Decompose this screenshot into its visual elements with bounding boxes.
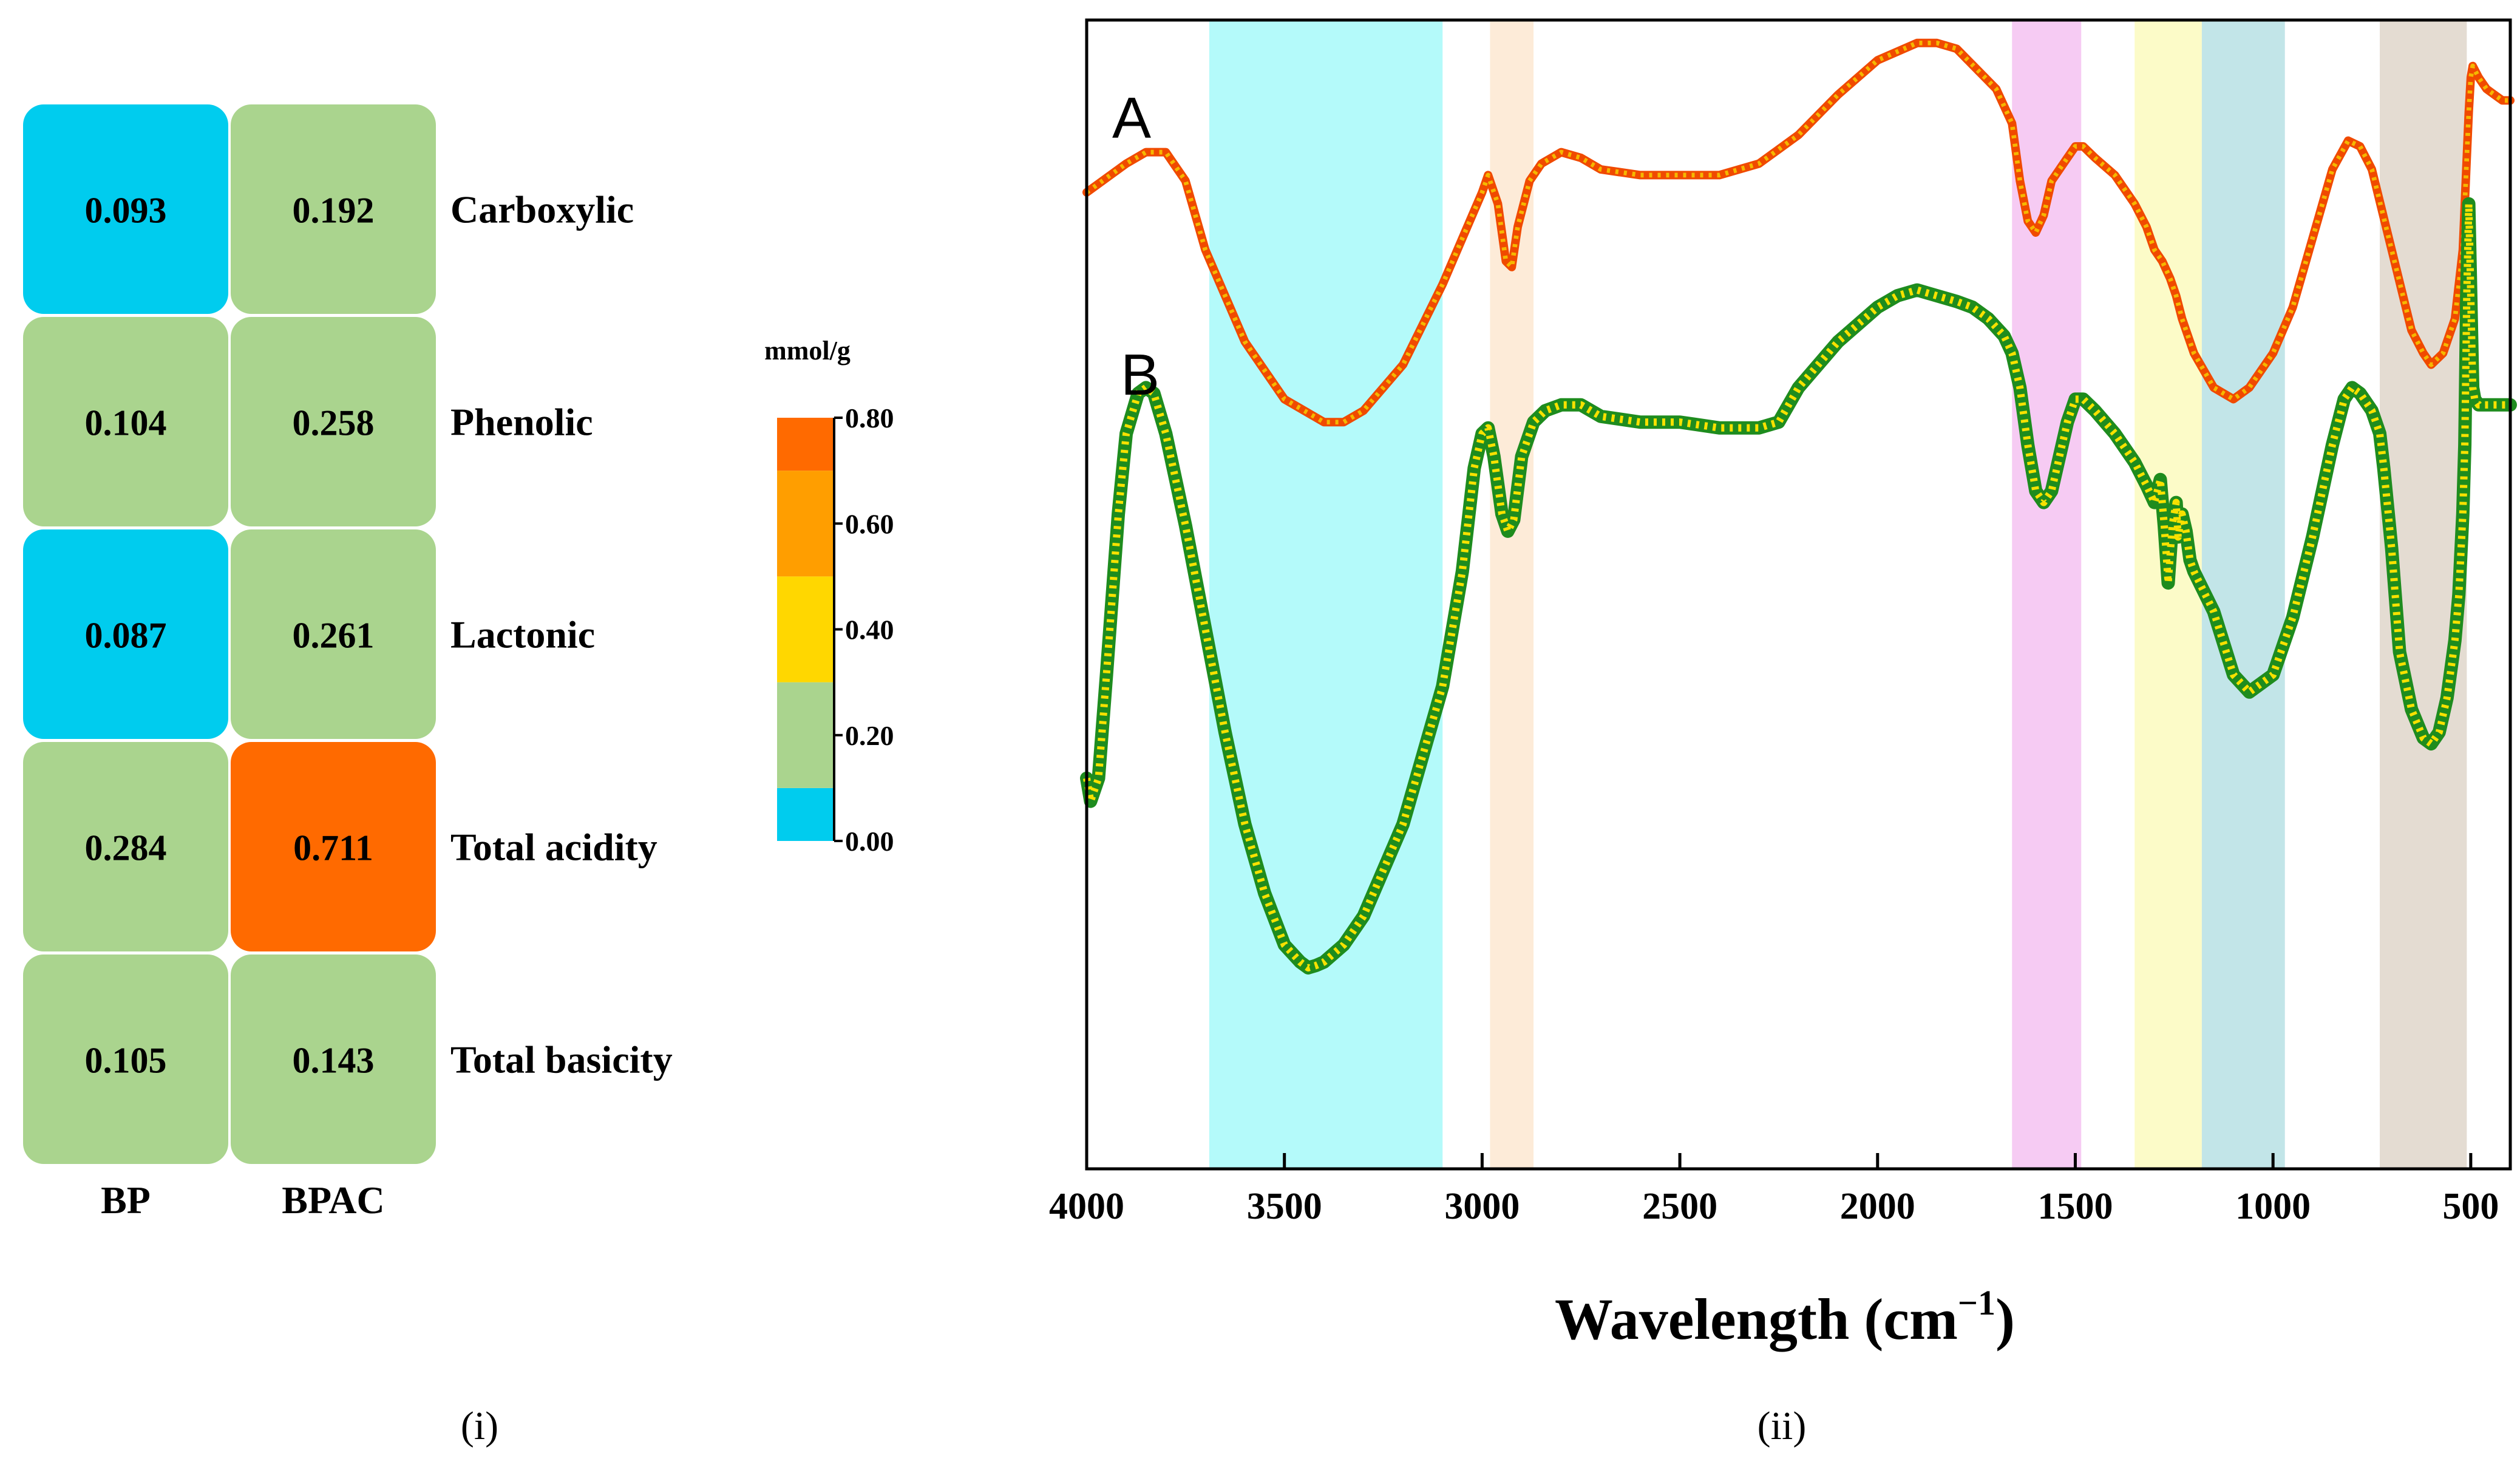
heatmap-cells: 0.093 0.192 0.104 0.258 0.087 0.261 0.284 0.711… [23, 104, 436, 1164]
heatmap-value-label: 0.261 [293, 616, 375, 656]
colorbar-tick-label: 0.60 [845, 508, 894, 539]
colorbar-tick-label: 0.40 [845, 614, 894, 645]
x-tick-label: 1500 [2037, 1186, 2113, 1227]
heatmap-value-label: 0.105 [85, 1041, 167, 1081]
colorbar-tick-label: 0.80 [845, 403, 894, 434]
series-markers-a [1085, 40, 2510, 425]
series-label-a: A [1112, 86, 1151, 151]
heatmap-cell [23, 742, 228, 951]
colorbar-band [777, 576, 834, 682]
heatmap-value-label: 0.093 [85, 191, 167, 231]
heatmap-cell [23, 104, 228, 314]
heatmap-row-label: Carboxylic [450, 188, 634, 231]
colorbar-band [777, 418, 834, 471]
heatmap-panel: 0.093 0.192 0.104 0.258 0.087 0.261 0.284 0.711… [23, 104, 894, 1448]
colorbar-band [777, 682, 834, 788]
heatmap-row-label: Phenolic [450, 401, 593, 444]
heatmap-value-label: 0.087 [85, 616, 167, 656]
x-axis-title-sup: −1 [1958, 1283, 1995, 1322]
heatmap-row-label: Total acidity [450, 826, 657, 869]
shaded-regions [1209, 20, 2467, 1169]
heatmap-column-label: BPAC [282, 1179, 384, 1222]
heatmap-value-label: 0.284 [85, 828, 167, 868]
series-markers-b [1083, 200, 2510, 971]
heatmap-cell [23, 529, 228, 739]
x-tick-label: 2500 [1642, 1186, 1717, 1227]
colorbar: 0.00 0.20 0.40 0.60 0.80 mmol/g [764, 336, 894, 857]
plot-frame [1085, 18, 2512, 1171]
heatmap-cell [23, 317, 228, 526]
heatmap-cell [231, 954, 436, 1164]
heatmap-value-label: 0.258 [293, 403, 375, 443]
heatmap-cell [23, 954, 228, 1164]
x-tick-label: 4000 [1049, 1186, 1124, 1227]
spectrum-curves [1080, 38, 2517, 975]
colorbar-tick-label: 0.20 [845, 720, 894, 751]
colorbar-band [777, 788, 834, 841]
heatmap-value-label: 0.711 [293, 828, 373, 868]
x-tick-label: 500 [2442, 1186, 2499, 1227]
heatmap-cell [231, 742, 436, 951]
heatmap-cell [231, 104, 436, 314]
shaded-region [1209, 20, 1443, 1169]
x-axis-title-close: ) [1995, 1287, 2015, 1352]
series-label-b: B [1121, 342, 1160, 407]
x-axis-ticks: 4000 3500 3000 2500 2000 1500 1000 500 [1049, 1153, 2499, 1227]
x-axis-title-main: Wavelength (cm [1555, 1287, 1958, 1352]
x-tick-label: 2000 [1840, 1186, 1915, 1227]
heatmap-row-label: Total basicity [450, 1038, 673, 1081]
colorbar-tick-label: 0.00 [845, 826, 894, 857]
heatmap-column-label: BP [101, 1179, 151, 1222]
heatmap-row-labels: Carboxylic Phenolic Lactonic Total acidity T… [450, 188, 673, 1081]
heatmap-cell [231, 529, 436, 739]
heatmap-cell [231, 317, 436, 526]
panel-label-ii: (ii) [1758, 1404, 1807, 1448]
shaded-region [2135, 20, 2202, 1169]
ftir-panel: 4000 3500 3000 2500 2000 1500 1000 500 A B Wave… [1049, 18, 2517, 1448]
x-tick-label: 3000 [1444, 1186, 1520, 1227]
colorbar-title: mmol/g [764, 336, 851, 366]
x-axis-title: Wavelength (cm−1) [1555, 1283, 2015, 1352]
heatmap-row-label: Lactonic [450, 613, 595, 656]
colorbar-band [777, 471, 834, 577]
heatmap-column-labels: BP BPAC [101, 1179, 385, 1222]
x-tick-label: 3500 [1247, 1186, 1322, 1227]
panel-label-i: (i) [461, 1404, 498, 1448]
heatmap-value-label: 0.143 [293, 1041, 375, 1081]
x-tick-label: 1000 [2235, 1186, 2311, 1227]
heatmap-value-label: 0.104 [85, 403, 167, 443]
shaded-region [2201, 20, 2285, 1169]
heatmap-value-label: 0.192 [293, 191, 375, 231]
